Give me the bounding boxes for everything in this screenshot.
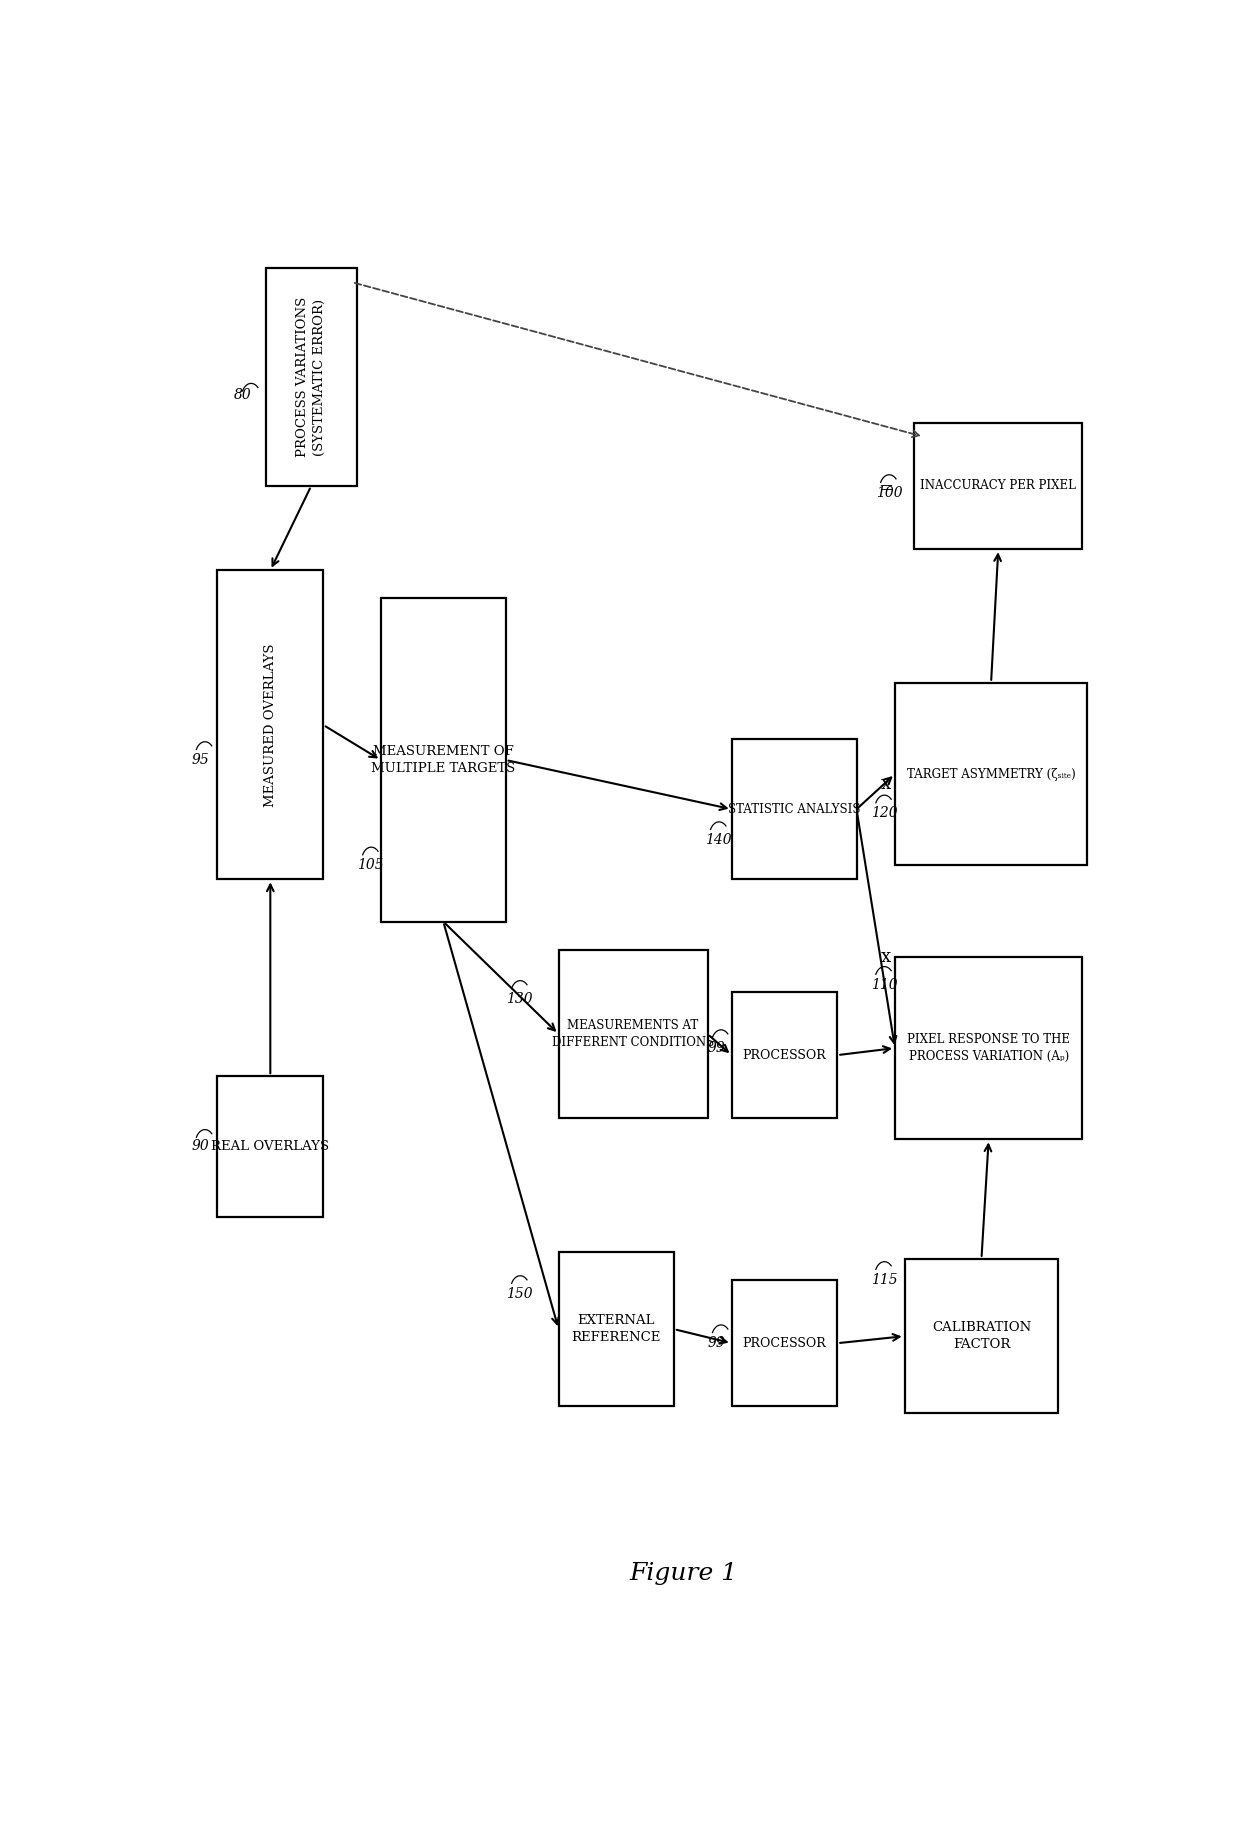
Text: 99: 99 xyxy=(708,1040,725,1055)
Text: 150: 150 xyxy=(506,1287,532,1301)
Text: CALIBRATION
FACTOR: CALIBRATION FACTOR xyxy=(931,1321,1032,1350)
Text: EXTERNAL
REFERENCE: EXTERNAL REFERENCE xyxy=(572,1314,661,1345)
Text: 105: 105 xyxy=(357,858,383,872)
FancyBboxPatch shape xyxy=(558,949,708,1119)
FancyBboxPatch shape xyxy=(732,739,857,880)
FancyBboxPatch shape xyxy=(381,599,506,922)
Text: 140: 140 xyxy=(704,834,732,847)
Text: x: x xyxy=(880,947,890,965)
Text: 110: 110 xyxy=(870,978,898,993)
Text: 90: 90 xyxy=(191,1139,210,1153)
FancyBboxPatch shape xyxy=(732,993,837,1119)
Text: =: = xyxy=(878,480,893,498)
FancyBboxPatch shape xyxy=(558,1252,675,1407)
FancyBboxPatch shape xyxy=(217,569,324,880)
Text: INACCURACY PER PIXEL: INACCURACY PER PIXEL xyxy=(920,480,1076,493)
Text: 95: 95 xyxy=(191,754,210,766)
Text: Figure 1: Figure 1 xyxy=(630,1562,738,1584)
Text: MEASURED OVERLAYS: MEASURED OVERLAYS xyxy=(264,642,277,807)
FancyBboxPatch shape xyxy=(265,268,357,485)
FancyBboxPatch shape xyxy=(895,956,1083,1139)
Text: TARGET ASYMMETRY (ζₛᵢₜₑ): TARGET ASYMMETRY (ζₛᵢₜₑ) xyxy=(906,768,1075,781)
Text: PROCESSOR: PROCESSOR xyxy=(743,1336,826,1350)
Text: REAL OVERLAYS: REAL OVERLAYS xyxy=(211,1141,330,1153)
Text: PROCESSOR: PROCESSOR xyxy=(743,1049,826,1062)
Text: 120: 120 xyxy=(870,807,898,821)
Text: 130: 130 xyxy=(506,993,532,1006)
Text: 99: 99 xyxy=(708,1336,725,1350)
FancyBboxPatch shape xyxy=(914,423,1083,549)
FancyBboxPatch shape xyxy=(732,1279,837,1407)
FancyBboxPatch shape xyxy=(905,1259,1059,1413)
Text: 100: 100 xyxy=(875,485,903,500)
Text: PROCESS VARIATIONS
(SYSTEMATIC ERROR): PROCESS VARIATIONS (SYSTEMATIC ERROR) xyxy=(296,297,326,458)
FancyBboxPatch shape xyxy=(895,683,1087,865)
FancyBboxPatch shape xyxy=(217,1077,324,1217)
Text: MEASUREMENTS AT
DIFFERENT CONDITIONS: MEASUREMENTS AT DIFFERENT CONDITIONS xyxy=(552,1018,714,1049)
Text: MEASUREMENT OF
MULTIPLE TARGETS: MEASUREMENT OF MULTIPLE TARGETS xyxy=(371,745,516,776)
Text: 115: 115 xyxy=(870,1274,898,1287)
Text: PIXEL RESPONSE TO THE
PROCESS VARIATION (Aₚ): PIXEL RESPONSE TO THE PROCESS VARIATION … xyxy=(908,1033,1070,1064)
Text: x: x xyxy=(880,776,890,792)
Text: STATISTIC ANALYSIS: STATISTIC ANALYSIS xyxy=(728,803,861,816)
Text: 80: 80 xyxy=(234,387,252,402)
